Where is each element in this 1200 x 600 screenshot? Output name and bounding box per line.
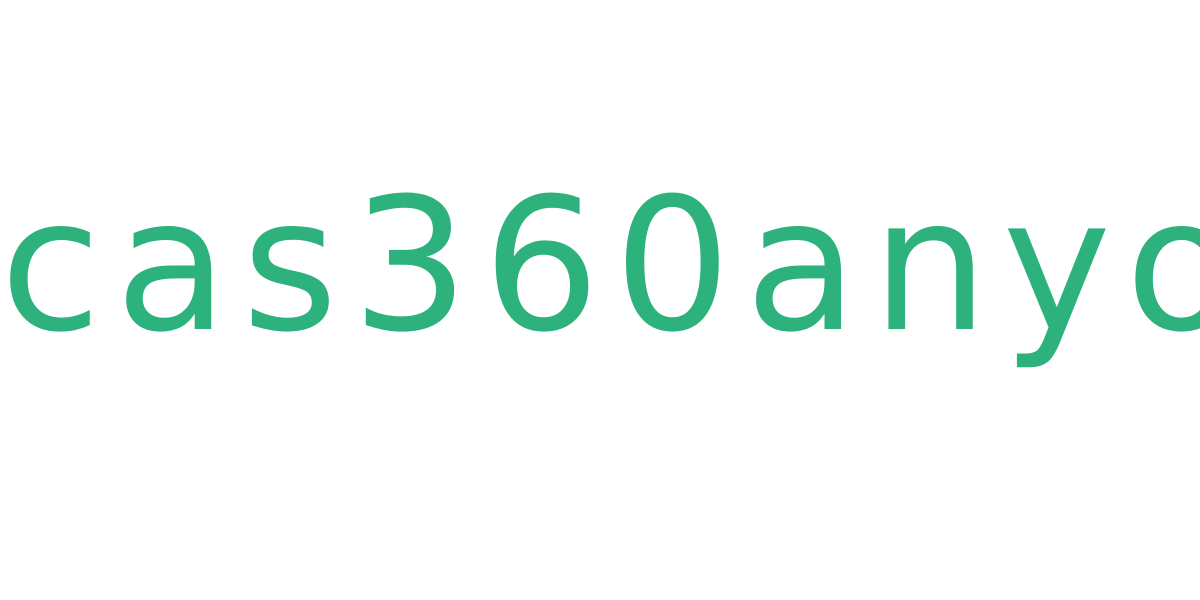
wordmark-text: cas360anyone bbox=[0, 159, 1200, 373]
